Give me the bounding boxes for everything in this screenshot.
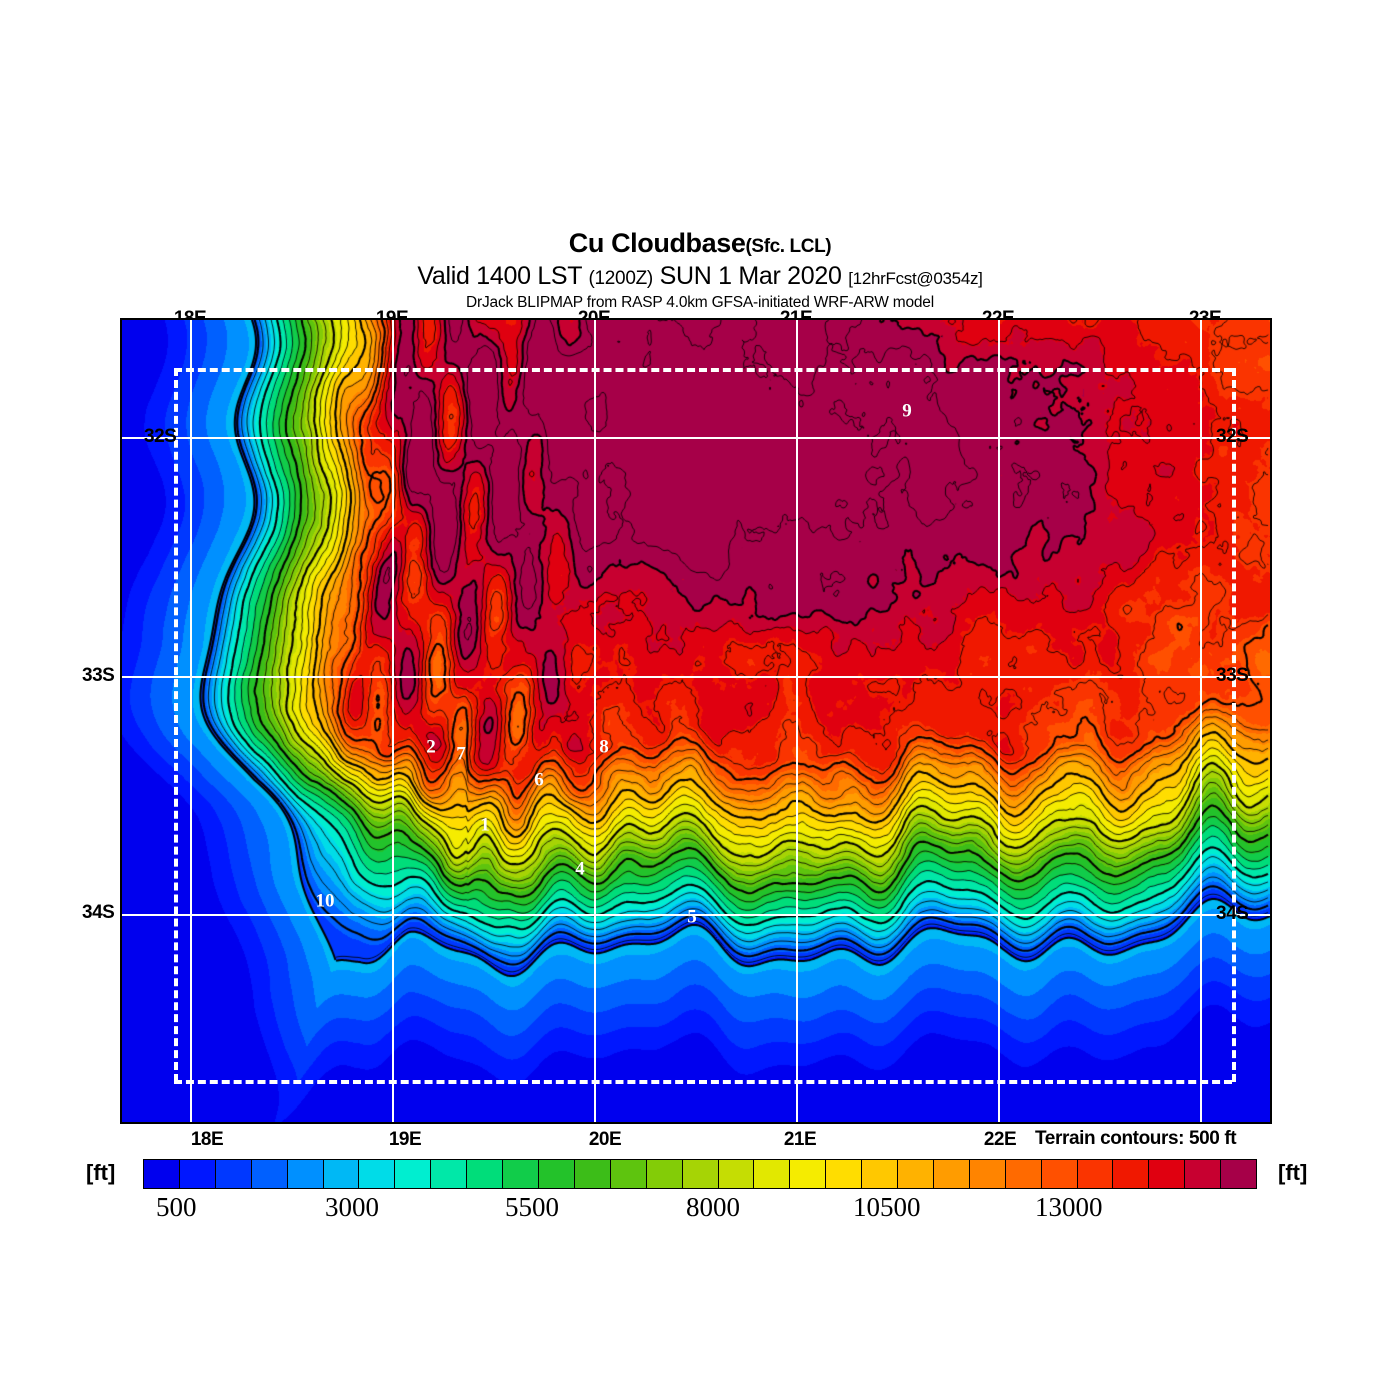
title-valid-line: Valid 1400 LST (1200Z) SUN 1 Mar 2020 [1… — [0, 262, 1400, 293]
terrain-contour-note: Terrain contours: 500 ft — [1035, 1128, 1237, 1149]
map-raster-layer — [122, 320, 1270, 1122]
waypoint-marker-5[interactable]: 5 — [687, 906, 697, 928]
lat-label-inside-left-32S: 32S — [144, 426, 177, 447]
colorbar-swatch-23 — [969, 1160, 1006, 1188]
lon-label-bottom-4: 22E — [983, 1129, 1017, 1150]
colorbar-swatch-2 — [215, 1160, 252, 1188]
colorbar-tick-1: 3000 — [325, 1192, 379, 1222]
colorbar-swatch-22 — [933, 1160, 970, 1188]
colorbar-swatch-10 — [503, 1160, 539, 1188]
colorbar-unit-right: [ft] — [1278, 1160, 1308, 1185]
colorbar-swatch-13 — [610, 1160, 647, 1188]
colorbar-swatch-5 — [323, 1160, 360, 1188]
colorbar-swatch-0 — [144, 1160, 180, 1188]
lat-label-inside-right-32S: 32S — [1216, 426, 1249, 447]
title-source-line: DrJack BLIPMAP from RASP 4.0km GFSA-init… — [466, 294, 934, 311]
lat-label-left-0: 33S — [82, 665, 115, 686]
colorbar-swatch-1 — [179, 1160, 216, 1188]
lat-label-inside-right-33S: 33S — [1216, 665, 1249, 686]
colorbar-tick-4: 10500 — [853, 1192, 921, 1222]
lat-label-left-1: 34S — [82, 902, 115, 923]
colorbar-swatch-18 — [790, 1160, 827, 1188]
title-main-suffix: (Sfc. LCL) — [745, 236, 832, 257]
colorbar-swatch-16 — [718, 1160, 755, 1188]
waypoint-marker-2[interactable]: 2 — [426, 736, 436, 758]
colorbar-tick-3: 8000 — [686, 1192, 740, 1222]
lon-label-bottom-2: 20E — [588, 1129, 622, 1150]
domain-boundary-top — [174, 368, 1232, 372]
colorbar-swatch-11 — [538, 1160, 575, 1188]
colorbar-swatch-3 — [251, 1160, 288, 1188]
lon-label-bottom-0: 18E — [190, 1129, 224, 1150]
forecast-tag: [12hrFcst@0354z] — [848, 269, 983, 288]
colorbar-swatch-8 — [431, 1160, 468, 1188]
domain-boundary-bottom — [174, 1080, 1232, 1084]
colorbar-swatch-28 — [1149, 1160, 1186, 1188]
waypoint-marker-1[interactable]: 1 — [480, 814, 490, 836]
lon-label-bottom-3: 21E — [783, 1129, 817, 1150]
colorbar-tick-2: 5500 — [505, 1192, 559, 1222]
colorbar-tick-5: 13000 — [1035, 1192, 1103, 1222]
waypoint-marker-10[interactable]: 10 — [315, 890, 335, 912]
waypoint-marker-9[interactable]: 9 — [902, 400, 912, 422]
valid-prefix: Valid 1400 LST — [417, 262, 582, 290]
title-main: Cu Cloudbase — [568, 228, 746, 258]
domain-boundary-right — [1232, 368, 1236, 1082]
colorbar-swatch-29 — [1185, 1160, 1222, 1188]
colorbar-swatch-9 — [467, 1160, 504, 1188]
colorbar-swatch-30 — [1221, 1160, 1257, 1188]
title-primary: Cu Cloudbase(Sfc. LCL) — [0, 228, 1400, 262]
colorbar-swatch-21 — [898, 1160, 934, 1188]
valid-zulu: (1200Z) — [588, 268, 654, 289]
lat-label-inside-right-34S: 34S — [1216, 903, 1249, 924]
lon-label-bottom-1: 19E — [388, 1129, 422, 1150]
domain-boundary-left — [174, 368, 178, 1082]
forecast-map[interactable]: 32S 32S 33S 34S 1 2 4 5 6 7 8 9 10 — [120, 318, 1272, 1124]
waypoint-marker-4[interactable]: 4 — [575, 858, 585, 880]
colorbar-swatch-4 — [287, 1160, 324, 1188]
valid-date: SUN 1 Mar 2020 — [659, 262, 842, 290]
colorbar-swatch-19 — [826, 1160, 863, 1188]
colorbar-unit-left: [ft] — [86, 1160, 116, 1185]
colorbar-swatch-12 — [574, 1160, 611, 1188]
chart-title-block: Cu Cloudbase(Sfc. LCL) Valid 1400 LST (1… — [0, 228, 1400, 312]
waypoint-marker-8[interactable]: 8 — [599, 736, 609, 758]
colorbar-swatches[interactable] — [143, 1159, 1257, 1189]
colorbar-swatch-7 — [395, 1160, 432, 1188]
colorbar-swatch-24 — [1005, 1160, 1042, 1188]
colorbar-swatch-14 — [646, 1160, 683, 1188]
colorbar-swatch-26 — [1077, 1160, 1114, 1188]
colorbar-swatch-20 — [862, 1160, 899, 1188]
colorbar-swatch-27 — [1113, 1160, 1150, 1188]
colorbar-swatch-15 — [682, 1160, 719, 1188]
colorbar-tick-0: 500 — [156, 1192, 197, 1222]
waypoint-marker-6[interactable]: 6 — [534, 769, 544, 791]
colorbar-swatch-25 — [1041, 1160, 1078, 1188]
colorbar-swatch-6 — [359, 1160, 396, 1188]
colorbar-legend: [ft] [ft] 500 3000 5500 8000 10500 13000 — [0, 1159, 1400, 1239]
waypoint-marker-7[interactable]: 7 — [456, 743, 466, 765]
colorbar-swatch-17 — [754, 1160, 791, 1188]
